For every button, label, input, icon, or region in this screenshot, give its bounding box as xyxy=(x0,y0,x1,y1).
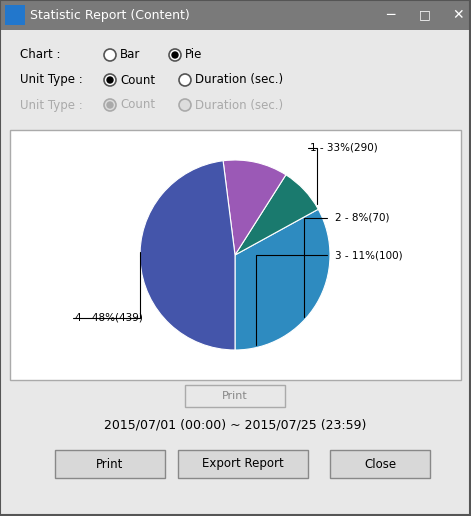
Circle shape xyxy=(104,74,116,86)
Text: Duration (sec.): Duration (sec.) xyxy=(195,99,283,111)
Text: ─: ─ xyxy=(386,8,394,22)
Circle shape xyxy=(104,99,116,111)
Text: Duration (sec.): Duration (sec.) xyxy=(195,73,283,87)
Text: Export Report: Export Report xyxy=(202,458,284,471)
Circle shape xyxy=(104,49,116,61)
Wedge shape xyxy=(140,161,235,350)
Text: 2015/07/01 (00:00) ~ 2015/07/25 (23:59): 2015/07/01 (00:00) ~ 2015/07/25 (23:59) xyxy=(104,418,366,431)
Wedge shape xyxy=(223,160,286,255)
Text: Close: Close xyxy=(364,458,396,471)
FancyBboxPatch shape xyxy=(10,130,461,380)
Text: ✕: ✕ xyxy=(452,8,464,22)
Wedge shape xyxy=(235,209,330,350)
Text: Print: Print xyxy=(222,391,248,401)
Text: Statistic Report (Content): Statistic Report (Content) xyxy=(30,8,190,22)
Text: 3 - 11%(100): 3 - 11%(100) xyxy=(335,250,403,260)
Text: Count: Count xyxy=(120,99,155,111)
Circle shape xyxy=(107,102,113,108)
Text: Unit Type :: Unit Type : xyxy=(20,99,83,111)
Text: Chart :: Chart : xyxy=(20,49,60,61)
FancyBboxPatch shape xyxy=(0,30,471,130)
Circle shape xyxy=(179,74,191,86)
Text: Print: Print xyxy=(96,458,124,471)
Text: 4 - 48%(439): 4 - 48%(439) xyxy=(75,313,143,323)
FancyBboxPatch shape xyxy=(330,450,430,478)
Text: Count: Count xyxy=(120,73,155,87)
Text: □: □ xyxy=(419,8,431,22)
FancyBboxPatch shape xyxy=(0,0,471,30)
Text: Bar: Bar xyxy=(120,49,140,61)
FancyBboxPatch shape xyxy=(5,5,25,25)
Circle shape xyxy=(169,49,181,61)
Circle shape xyxy=(172,52,178,58)
Text: 2 - 8%(70): 2 - 8%(70) xyxy=(335,213,390,223)
Wedge shape xyxy=(235,175,318,255)
Circle shape xyxy=(107,77,113,83)
FancyBboxPatch shape xyxy=(185,385,285,407)
Text: 1 - 33%(290): 1 - 33%(290) xyxy=(310,143,378,153)
Text: Unit Type :: Unit Type : xyxy=(20,73,83,87)
Circle shape xyxy=(179,99,191,111)
FancyBboxPatch shape xyxy=(178,450,308,478)
FancyBboxPatch shape xyxy=(55,450,165,478)
Text: Pie: Pie xyxy=(185,49,203,61)
